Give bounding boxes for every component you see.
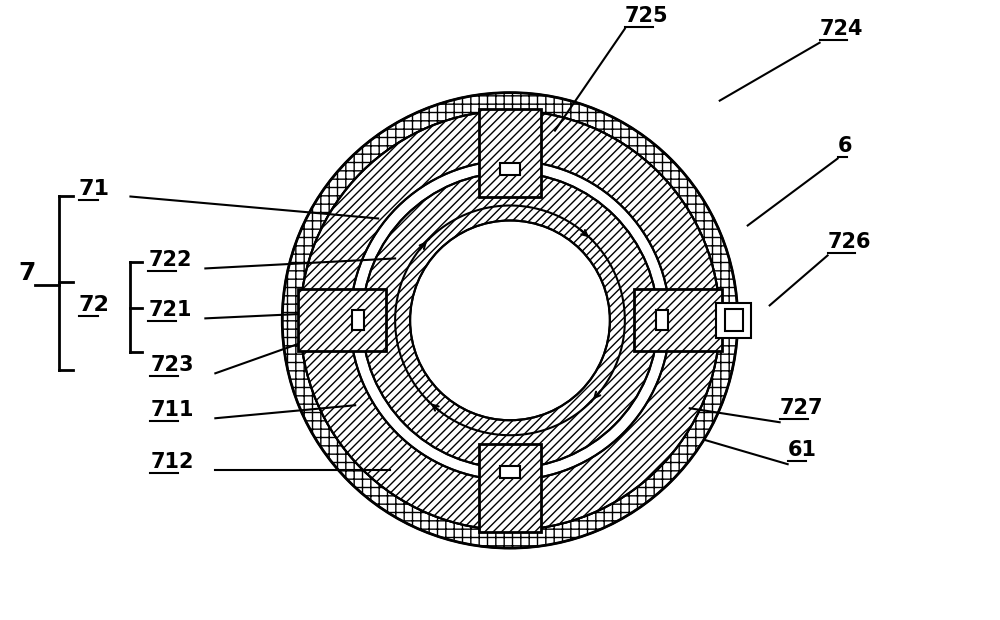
Bar bbox=[725, 309, 743, 331]
Bar bbox=[479, 108, 541, 197]
Bar bbox=[298, 290, 386, 352]
Bar bbox=[500, 162, 520, 175]
Text: 6: 6 bbox=[838, 136, 852, 156]
Text: 7: 7 bbox=[19, 262, 36, 285]
Text: 726: 726 bbox=[828, 232, 871, 252]
Text: 721: 721 bbox=[148, 300, 192, 321]
Text: 72: 72 bbox=[79, 295, 109, 316]
Text: 723: 723 bbox=[150, 355, 194, 375]
Bar bbox=[634, 290, 722, 352]
Bar bbox=[352, 311, 364, 330]
Text: 722: 722 bbox=[148, 250, 192, 270]
Bar bbox=[656, 311, 668, 330]
Text: 725: 725 bbox=[625, 6, 668, 25]
Bar bbox=[479, 444, 541, 532]
Text: 711: 711 bbox=[150, 401, 194, 420]
Text: 727: 727 bbox=[780, 398, 823, 419]
Text: 712: 712 bbox=[150, 452, 194, 472]
Bar bbox=[500, 466, 520, 478]
Bar bbox=[716, 303, 751, 338]
Text: 61: 61 bbox=[788, 440, 817, 460]
Text: 724: 724 bbox=[820, 19, 863, 38]
Text: 71: 71 bbox=[79, 179, 110, 198]
